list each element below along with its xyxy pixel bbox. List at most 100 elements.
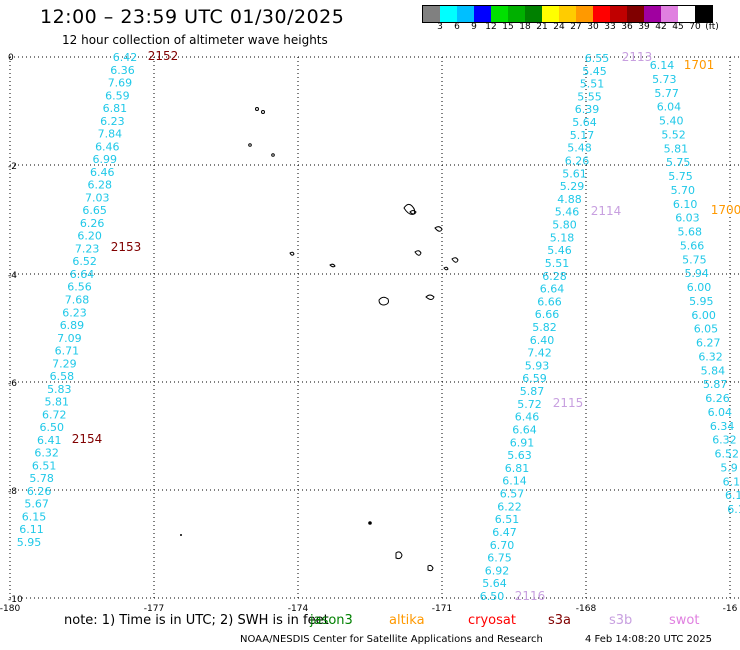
track-b-value: 6.66 (535, 308, 560, 321)
satellite-legend-item: s3b (609, 613, 633, 628)
satellite-legend-item: altika (389, 613, 425, 628)
track-a-value: 5.67 (24, 498, 49, 511)
satellite-legend-item: swot (669, 613, 700, 628)
color-swatch (457, 6, 474, 22)
x-tick-label: -177 (144, 604, 164, 614)
track-b-value: 6.91 (510, 436, 535, 449)
track-c-value: 5.70 (671, 184, 696, 197)
timestamp-text: 4 Feb 14:08:20 UTC 2025 (585, 634, 712, 645)
pass-labels: 2152 2153 2154 2113 2114 2115 2116 1701 1700 (72, 49, 740, 603)
track-c-value: 5.94 (684, 267, 709, 280)
color-scale-label: 45 (672, 22, 684, 32)
track-a-value: 6.64 (70, 268, 95, 281)
track-c-value: 6.00 (691, 309, 716, 322)
track-a-value: 6.72 (42, 408, 67, 421)
track-c-value: 6.32 (698, 350, 723, 363)
track-a-value: 6.11 (19, 523, 44, 536)
track-b-value: 6.59 (522, 372, 547, 385)
track-a-value: 6.46 (95, 140, 120, 153)
track-b-value: 6.75 (487, 552, 512, 565)
color-swatch (610, 6, 627, 22)
track-b-value: 7.42 (527, 347, 552, 360)
track-b-value: 5.18 (550, 231, 575, 244)
satellite-legend-item: jason3 (310, 613, 353, 628)
track-a-value: 7.03 (85, 191, 110, 204)
track-a-value: 6.65 (82, 204, 107, 217)
color-swatch (440, 6, 457, 22)
track-a-value: 6.99 (93, 153, 118, 166)
x-tick-label: -180 (0, 604, 20, 614)
color-swatch (559, 6, 576, 22)
track-a-value: 6.32 (34, 447, 59, 460)
track-c-value: 6.27 (696, 337, 721, 350)
map-grid (9, 56, 740, 599)
altimeter-tracks: 6.426.367.696.596.816.237.846.466.996.46… (17, 51, 740, 603)
track-a-value: 6.81 (103, 102, 128, 115)
x-tick-label: -16 (723, 604, 738, 614)
track-a-value: 6.51 (32, 459, 57, 472)
track-b-value: 5.51 (580, 78, 605, 91)
track-b-value: 5.17 (570, 129, 595, 142)
color-swatch (644, 6, 661, 22)
track-a-value: 5.78 (29, 472, 54, 485)
pass-label: 2113 (622, 50, 653, 64)
track-c-value: 5.95 (689, 295, 714, 308)
color-scale-label: 18 (519, 22, 531, 32)
track-a-value: 6.26 (80, 217, 105, 230)
color-scale-label: 24 (553, 22, 565, 32)
track-b-value: 6.39 (575, 103, 600, 116)
track-c-value: 5.68 (678, 226, 703, 239)
color-scale-label: 27 (570, 22, 582, 32)
track-b-value: 5.29 (560, 180, 585, 193)
color-swatch (695, 6, 712, 22)
track-c-value: 6.03 (675, 212, 700, 225)
track-a-value: 5.83 (47, 383, 72, 396)
y-tick-label: -6 (8, 379, 17, 389)
track-b-value: 6.28 (542, 270, 567, 283)
satellite-legend-item: cryosat (468, 613, 516, 628)
y-tick-label: -10 (8, 595, 23, 605)
track-a-value: 6.15 (22, 510, 47, 523)
track-a-value: 7.23 (75, 242, 100, 255)
track-b-value: 5.48 (567, 142, 592, 155)
track-b-value: 5.61 (562, 167, 587, 180)
track-c-value: 6.52 (715, 448, 740, 461)
color-scale-label: 33 (604, 22, 616, 32)
track-b-value: 6.92 (485, 564, 510, 577)
track-c-value: 5.75 (682, 253, 707, 266)
track-a-value: 6.23 (62, 306, 87, 319)
track-c-value: 6.1 (725, 489, 740, 502)
track-b-value: 5.46 (555, 206, 580, 219)
pass-label: 1701 (684, 58, 715, 72)
track-b-value: 6.55 (585, 52, 610, 65)
color-swatch (542, 6, 559, 22)
track-b-value: 6.64 (512, 423, 537, 436)
track-b-value: 6.46 (515, 411, 540, 424)
track-c-value: 6.00 (687, 281, 712, 294)
track-a-value: 6.26 (27, 485, 52, 498)
track-c-value: 5.40 (659, 115, 684, 128)
track-a-value: 6.20 (77, 230, 102, 243)
y-tick-label: -8 (8, 487, 17, 497)
color-scale-label: 70 (689, 22, 701, 32)
credit-text: NOAA/NESDIS Center for Satellite Applica… (240, 634, 543, 645)
y-tick-label: 0 (8, 53, 14, 63)
track-c-value: 6.04 (708, 406, 733, 419)
satellite-legend-item: s3a (548, 613, 572, 628)
track-b-value: 5.72 (517, 398, 542, 411)
track-a-value: 6.52 (72, 255, 97, 268)
color-scale-label: 9 (471, 22, 477, 32)
track-b-value: 6.14 (502, 475, 527, 488)
track-c-value: 6.1 (723, 475, 740, 488)
x-tick-label: -174 (288, 604, 309, 614)
color-scale-label: 36 (621, 22, 633, 32)
track-a-value: 7.09 (57, 332, 82, 345)
track-b-value: 6.22 (497, 500, 522, 513)
track-c-value: 5.77 (654, 87, 679, 100)
track-c-value: 5.87 (703, 378, 728, 391)
color-swatch (423, 6, 440, 22)
color-swatch (474, 6, 491, 22)
color-swatch (576, 6, 593, 22)
track-b-value: 5.82 (532, 321, 557, 334)
